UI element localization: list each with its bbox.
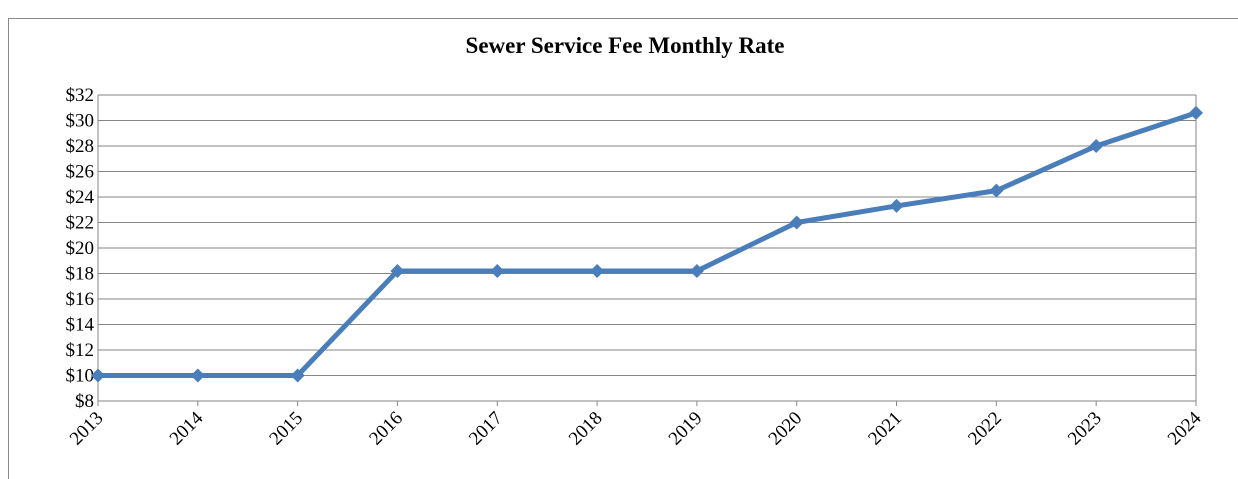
y-tick-label: $22	[66, 213, 95, 234]
marker	[590, 263, 605, 278]
marker	[91, 368, 105, 383]
y-tick-label: $12	[66, 340, 95, 361]
y-tick-label: $20	[66, 238, 95, 259]
y-tick-label: $32	[66, 85, 95, 106]
y-tick-label: $26	[66, 162, 95, 183]
y-tick-label: $28	[66, 136, 95, 157]
marker	[789, 215, 804, 230]
y-tick-label: $10	[66, 366, 95, 387]
y-tick-label: $24	[66, 187, 95, 208]
marker	[190, 368, 205, 383]
marker	[1189, 105, 1203, 120]
marker	[290, 368, 305, 383]
marker	[889, 198, 904, 213]
marker	[490, 263, 505, 278]
marker	[989, 183, 1004, 198]
marker	[1089, 139, 1104, 153]
y-tick-label: $18	[66, 264, 95, 285]
y-tick-label: $16	[66, 289, 95, 310]
line	[98, 110, 1197, 378]
y-tick-label: $14	[66, 315, 95, 336]
y-tick-label: $8	[75, 391, 94, 412]
marker	[689, 263, 704, 278]
chart-title: Sewer Service Fee Monthly Rate	[466, 33, 785, 58]
marker	[390, 263, 405, 278]
y-tick-label: $30	[66, 111, 95, 132]
